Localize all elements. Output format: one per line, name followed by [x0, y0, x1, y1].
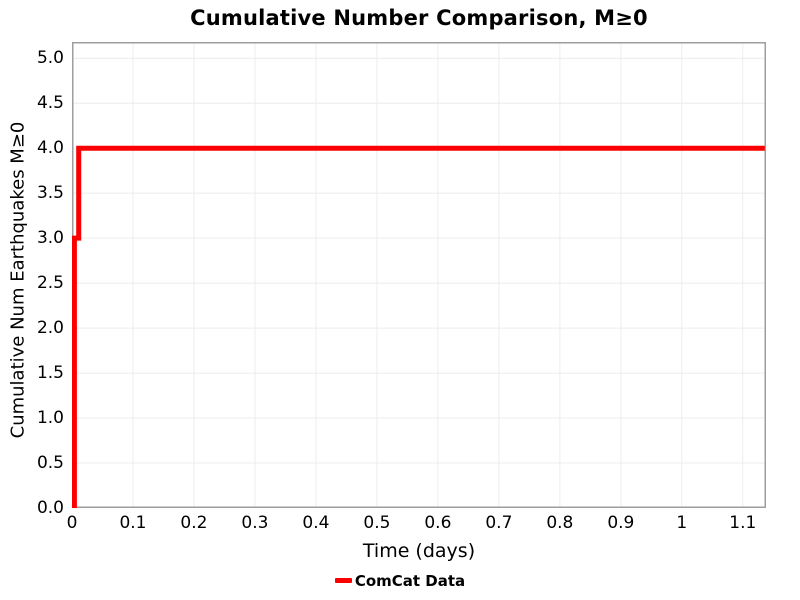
x-tick-label: 0.5 — [363, 513, 391, 533]
legend-line-swatch — [334, 577, 352, 583]
legend-item-label: ComCat Data — [354, 572, 466, 590]
plot-area — [72, 42, 766, 508]
y-tick-label: 2.0 — [36, 318, 64, 339]
y-tick-label: 2.5 — [36, 273, 64, 294]
x-tick-label: 1.1 — [729, 513, 757, 533]
x-tick-label: 0.3 — [241, 513, 269, 533]
x-tick-label: 1 — [676, 513, 688, 533]
x-tick-label: 0 — [66, 513, 78, 533]
x-axis-label: Time (days) — [362, 540, 476, 562]
y-tick-label: 1.0 — [36, 408, 64, 429]
x-tick-label: 0.7 — [485, 513, 513, 533]
y-tick-label: 4.0 — [36, 138, 64, 159]
y-tick-label: 3.0 — [36, 228, 64, 249]
legend: ComCat Data — [0, 571, 800, 590]
x-tick-label: 0.2 — [180, 513, 208, 533]
plot-canvas — [72, 42, 766, 508]
x-tick-label: 0.1 — [119, 513, 147, 533]
y-tick-label: 0.0 — [36, 498, 64, 518]
x-tick-label: 0.9 — [607, 513, 635, 533]
x-tick-label: 0.8 — [546, 513, 574, 533]
y-tick-label: 5.0 — [36, 48, 64, 69]
legend-item: ComCat Data — [334, 572, 466, 590]
y-tick-label: 4.5 — [36, 93, 64, 114]
y-tick-label: 1.5 — [36, 363, 64, 384]
y-tick-label: 3.5 — [36, 183, 64, 204]
chart-title: Cumulative Number Comparison, M≥0 — [190, 6, 648, 30]
x-tick-label: 0.4 — [302, 513, 330, 533]
x-tick-label: 0.6 — [424, 513, 452, 533]
y-tick-label: 0.5 — [36, 453, 64, 474]
